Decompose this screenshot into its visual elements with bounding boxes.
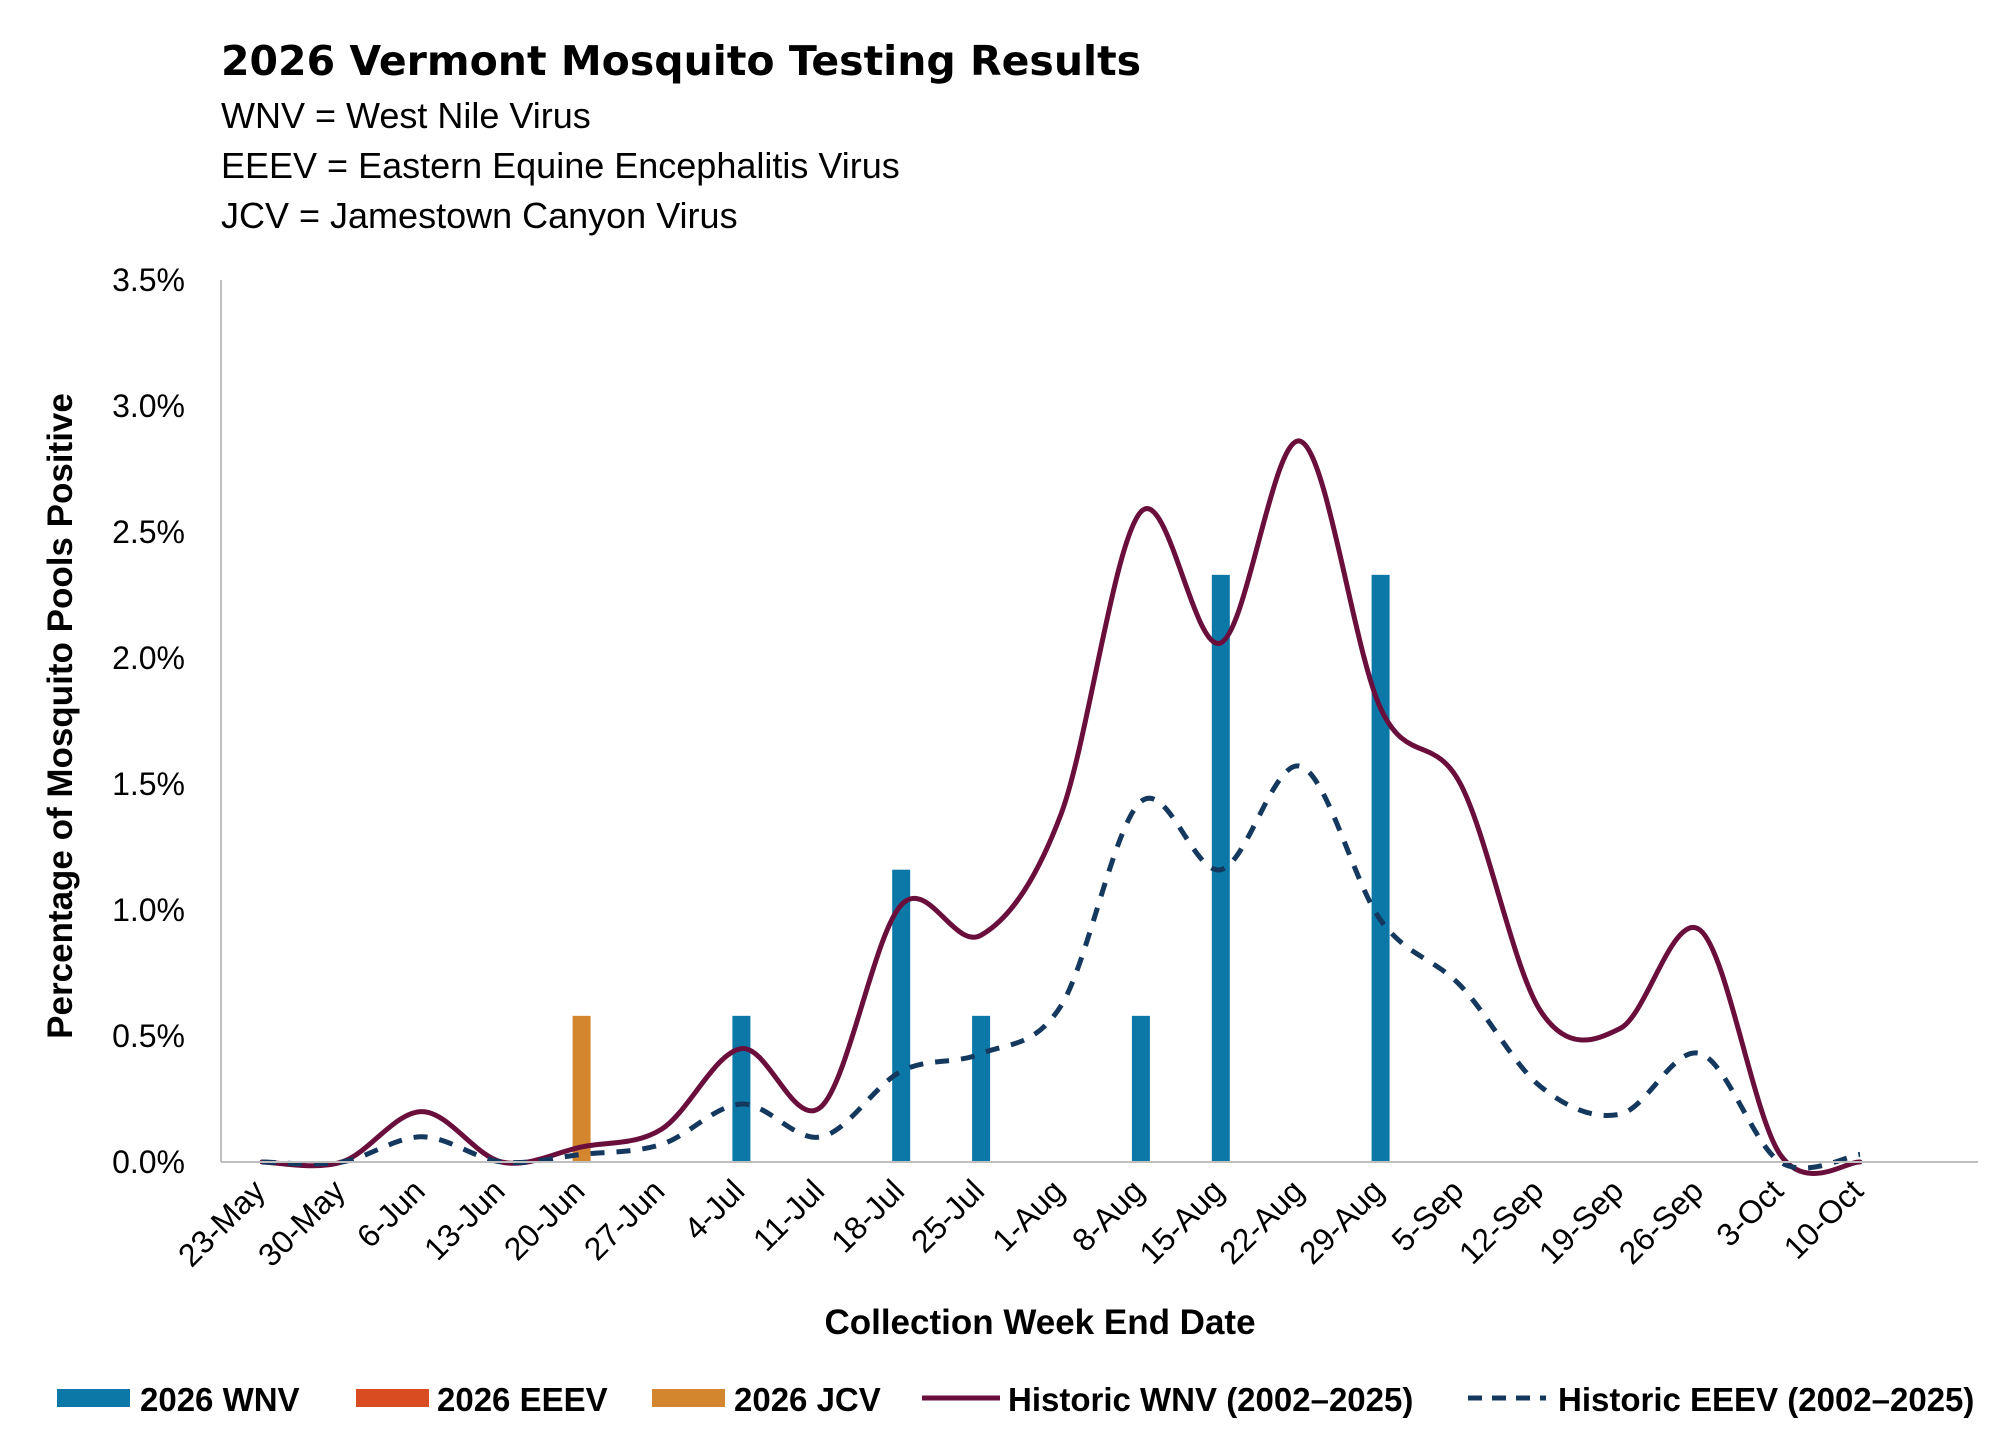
x-tick-label: 26-Sep <box>1612 1172 1710 1270</box>
line-series-group <box>259 438 1863 1176</box>
x-tick-label: 1-Aug <box>985 1172 1071 1258</box>
x-tick-label: 13-Jun <box>417 1172 512 1267</box>
chart-title: 2026 Vermont Mosquito Testing Results <box>221 37 1141 85</box>
y-tick-label: 1.0% <box>112 892 185 928</box>
y-tick-label: 2.0% <box>112 640 185 676</box>
x-tick-label: 23-May <box>171 1172 272 1273</box>
x-tick-label: 29-Aug <box>1292 1172 1390 1270</box>
bar <box>892 869 911 1162</box>
bar <box>572 1015 591 1162</box>
x-tick-label: 20-Jun <box>497 1172 592 1267</box>
x-axis-title: Collection Week End Date <box>824 1303 1255 1342</box>
y-tick-label: 1.5% <box>112 766 185 802</box>
legend-swatch <box>57 1389 130 1407</box>
historic-wnv-line <box>259 438 1863 1176</box>
legend: 2026 WNV 2026 EEEV 2026 JCV Historic WNV (2… <box>57 1381 1974 1418</box>
legend-label: Historic WNV (2002–2025) <box>1008 1381 1413 1418</box>
x-tick-label: 25-Jul <box>904 1172 991 1259</box>
y-tick-label: 0.0% <box>112 1144 185 1180</box>
legend-label: 2026 EEEV <box>437 1381 608 1418</box>
bar <box>1371 574 1390 1162</box>
x-tick-label: 4-Jul <box>677 1172 752 1247</box>
bar <box>972 1015 991 1162</box>
axes <box>220 280 1978 1163</box>
legend-label: 2026 WNV <box>140 1381 300 1418</box>
x-tick-label: 27-Jun <box>577 1172 672 1267</box>
x-tick-label: 10-Oct <box>1777 1172 1870 1265</box>
x-tick-label: 22-Aug <box>1212 1172 1310 1270</box>
legend-label: Historic EEEV (2002–2025) <box>1558 1381 1974 1418</box>
legend-label: 2026 JCV <box>734 1381 881 1418</box>
subtitle-line-jcv: JCV = Jamestown Canyon Virus <box>221 195 738 236</box>
y-axis-title: Percentage of Mosquito Pools Positive <box>41 393 80 1039</box>
x-tick-label: 11-Jul <box>746 1172 831 1257</box>
y-axis-ticks: 0.0% 0.5% 1.0% 1.5% 2.0% 2.5% 3.0% 3.5% <box>112 262 185 1180</box>
x-tick-label: 19-Sep <box>1532 1172 1630 1270</box>
legend-swatch <box>652 1389 725 1407</box>
bar <box>732 1015 751 1162</box>
x-tick-label: 12-Sep <box>1452 1172 1550 1270</box>
x-tick-label: 30-May <box>251 1172 352 1273</box>
legend-swatch <box>356 1389 429 1407</box>
bar <box>1131 1015 1150 1162</box>
subtitle-line-wnv: WNV = West Nile Virus <box>221 95 591 136</box>
y-tick-label: 3.5% <box>112 262 185 298</box>
bar-series-group <box>572 574 1390 1162</box>
subtitle-line-eeev: EEEV = Eastern Equine Encephalitis Virus <box>221 145 900 186</box>
x-tick-label: 18-Jul <box>824 1172 911 1259</box>
x-tick-label: 15-Aug <box>1132 1172 1230 1270</box>
historic-eeev-line <box>261 763 1861 1171</box>
y-tick-label: 2.5% <box>112 514 185 550</box>
y-tick-label: 3.0% <box>112 388 185 424</box>
y-tick-label: 0.5% <box>112 1018 185 1054</box>
